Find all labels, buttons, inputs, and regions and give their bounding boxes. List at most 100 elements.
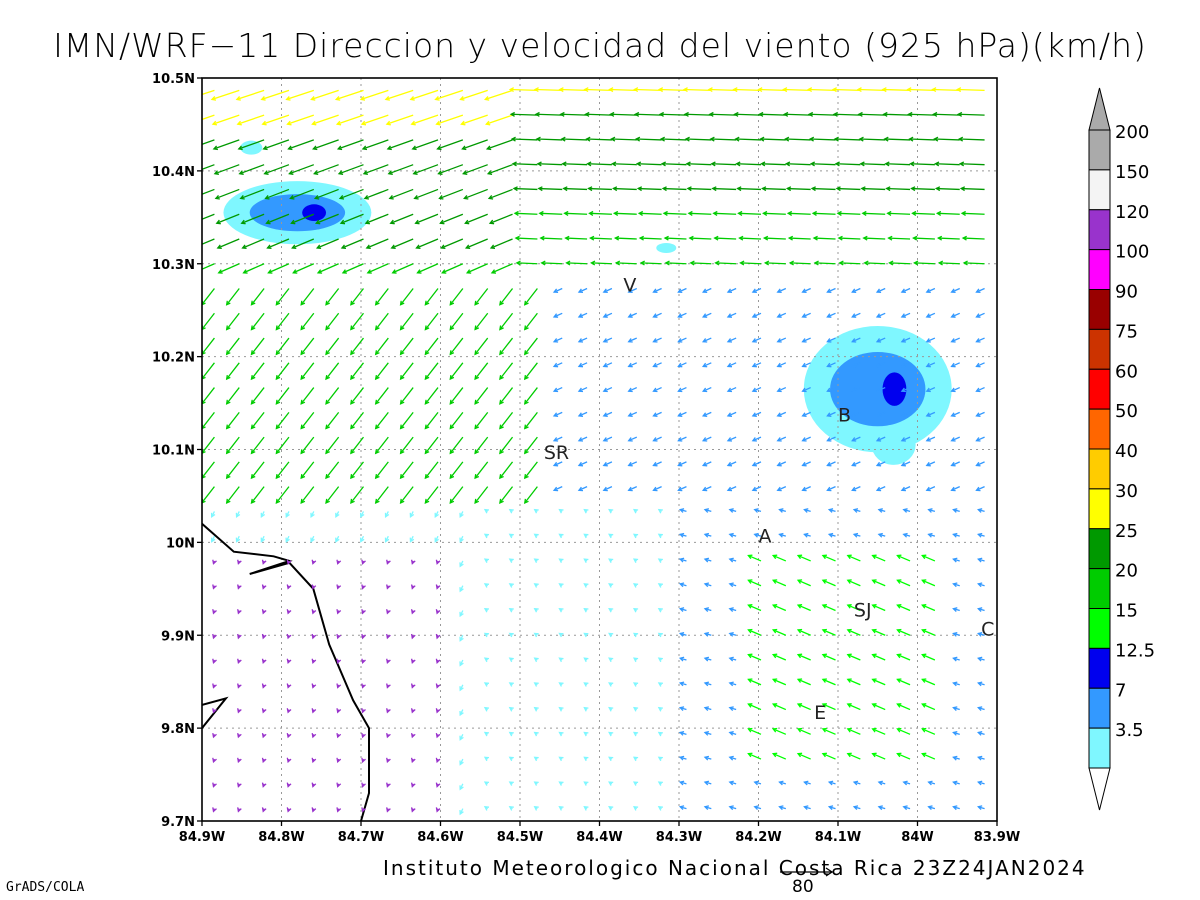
wind-vector [765, 262, 786, 265]
wind-vector-head [608, 533, 614, 539]
ne-lobe [871, 424, 916, 465]
wind-vector [236, 89, 265, 101]
wind-vector-head [977, 681, 983, 687]
wind-vector [275, 312, 290, 330]
wind-vector-head [361, 559, 366, 565]
wind-vector-head [962, 260, 968, 266]
wind-vector-head [564, 235, 570, 241]
wind-vector [514, 212, 538, 215]
wind-vector-head [796, 653, 803, 659]
wind-vector [914, 262, 935, 265]
wind-vector-head [608, 632, 614, 638]
wind-vector [739, 237, 762, 240]
wind-vector-head [771, 703, 778, 708]
wind-vector [678, 386, 687, 392]
wind-vector [872, 703, 886, 711]
wind-vector [653, 337, 662, 343]
wind-vector-head [461, 145, 467, 151]
wind-vector-head [216, 244, 222, 250]
wind-vector [462, 139, 488, 150]
wind-vector [789, 237, 811, 240]
colorbar-label: 120 [1115, 202, 1149, 223]
wind-vector [325, 387, 340, 405]
wind-vector-head [710, 161, 716, 167]
y-tick-label: 10.5N [152, 72, 195, 87]
wind-vector-head [459, 760, 464, 766]
wind-vector-head [732, 87, 738, 93]
wind-vector [202, 337, 215, 355]
wind-vector-head [803, 805, 809, 811]
wind-vector [350, 362, 364, 380]
wind-vector-head [435, 708, 441, 714]
wind-vector-head [701, 313, 708, 318]
wind-vector-head [210, 96, 217, 101]
wind-vector [709, 113, 737, 116]
wind-vector [375, 461, 389, 479]
wind-vector-head [952, 582, 958, 588]
wind-vector-head [925, 437, 931, 442]
wind-vector-head [336, 609, 342, 615]
wind-vector-head [335, 120, 342, 126]
wind-vector-head [552, 338, 559, 343]
wind-vector-head [552, 387, 559, 393]
wind-vector-head [411, 145, 417, 151]
wind-vector-head [512, 186, 518, 192]
wind-vector-head [399, 300, 405, 306]
wind-vector-head [275, 474, 281, 480]
wind-vector-head [602, 288, 608, 294]
wind-vector [976, 386, 985, 392]
wind-vector [226, 461, 240, 479]
wind-vector-head [508, 731, 514, 737]
wind-vector-head [508, 558, 514, 564]
wind-vector-head [325, 399, 330, 405]
wind-vector [702, 436, 712, 442]
wind-vector-head [955, 87, 962, 93]
wind-vector-head [747, 752, 753, 758]
wind-vector-head [361, 609, 366, 615]
wind-vector-head [778, 532, 784, 538]
wind-vector-head [776, 437, 782, 442]
wind-vector [653, 411, 662, 417]
wind-vector-head [812, 235, 818, 241]
wind-vector-head [583, 583, 589, 588]
wind-vector-head [851, 437, 857, 442]
station-label: B [838, 405, 851, 427]
wind-vector-head [490, 269, 497, 274]
wind-vector [325, 288, 340, 306]
wind-vector [628, 386, 638, 392]
wind-vector-head [286, 584, 292, 590]
wind-vector-head [709, 136, 715, 142]
wind-vector-head [435, 633, 441, 640]
wind-vector-head [762, 235, 769, 241]
station-label: E [814, 702, 826, 724]
wind-vector-head [687, 210, 693, 216]
wind-vector-head [560, 136, 566, 142]
wind-vector-head [925, 338, 931, 343]
wind-vector [847, 604, 861, 612]
wind-vector-head [552, 461, 559, 467]
wind-vector [653, 461, 662, 467]
wind-vector [364, 188, 389, 200]
wind-vector [653, 386, 662, 392]
wind-vector-head [846, 678, 852, 683]
colorbar-top-arrow [1088, 87, 1111, 131]
wind-vector [566, 262, 588, 265]
wind-vector-head [801, 313, 807, 318]
wind-vector-head [577, 387, 584, 393]
wind-vector-head [350, 498, 355, 504]
station-label: C [981, 618, 994, 640]
wind-vector-head [508, 607, 514, 613]
wind-vector [922, 554, 936, 562]
wind-vector-head [386, 757, 391, 764]
wind-vector [876, 362, 886, 368]
wind-vector-head [803, 532, 809, 538]
wind-vector-head [678, 755, 685, 761]
wind-vector-head [350, 399, 355, 405]
wind-vector-head [513, 210, 519, 216]
wind-vector-head [925, 362, 931, 368]
wind-vector-head [677, 437, 683, 442]
wind-vector-head [703, 532, 710, 538]
wind-vector-head [533, 657, 539, 663]
wind-vector [237, 114, 265, 125]
wind-vector [412, 139, 439, 150]
